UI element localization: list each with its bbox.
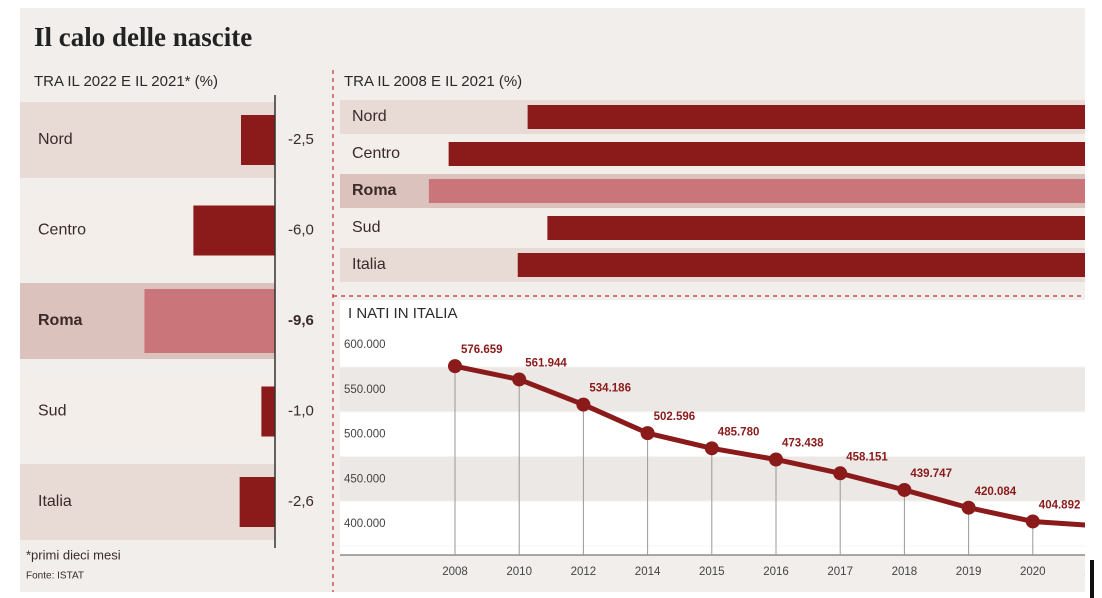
- category-label: Centro: [38, 222, 86, 239]
- grid-band: [340, 456, 1085, 502]
- point: [512, 372, 527, 387]
- bar: [241, 115, 275, 165]
- point: [704, 441, 719, 456]
- category-label: Italia: [38, 493, 72, 510]
- edge-mark: [1090, 560, 1094, 598]
- value-label: 458.151: [846, 451, 888, 463]
- point: [961, 500, 976, 515]
- category-label: Italia: [352, 256, 386, 273]
- y-tick-label: 600.000: [344, 339, 386, 351]
- point: [897, 482, 912, 497]
- value-label: -9,6: [288, 312, 314, 329]
- x-tick-label: 2018: [892, 566, 918, 578]
- value-label: 404.892: [1039, 499, 1081, 511]
- category-label: Sud: [352, 219, 380, 236]
- value-label: -2,6: [288, 493, 314, 510]
- x-tick-label: 2020: [1020, 566, 1046, 578]
- y-tick-label: 400.000: [344, 518, 386, 530]
- point: [833, 466, 848, 481]
- value-label: 439.747: [910, 468, 952, 480]
- chart-subtitle: TRA IL 2008 E IL 2021 (%): [344, 73, 522, 90]
- value-label: 473.438: [782, 438, 824, 450]
- bar: [144, 289, 275, 353]
- y-tick-label: 450.000: [344, 473, 386, 485]
- row-background: [20, 102, 275, 178]
- value-label: -6,0: [288, 221, 314, 238]
- bar: [428, 179, 1085, 203]
- chart-subtitle: I NATI IN ITALIA: [348, 305, 457, 322]
- bar: [261, 386, 275, 437]
- x-tick-label: 2019: [956, 566, 982, 578]
- footnote: *primi dieci mesi: [26, 547, 121, 562]
- value-label: -1,0: [288, 402, 314, 419]
- x-tick-label: 2021: [1084, 566, 1102, 578]
- x-tick-label: 2014: [635, 566, 661, 578]
- x-tick-label: 2012: [571, 566, 597, 578]
- x-tick-label: 2016: [763, 566, 789, 578]
- row-background: [20, 373, 275, 450]
- x-tick-label: 2010: [506, 566, 532, 578]
- category-label: Roma: [352, 182, 397, 199]
- grid-band: [340, 367, 1085, 412]
- value-label: 485.780: [718, 426, 760, 438]
- value-label: 576.659: [461, 344, 503, 356]
- y-tick-label: 550.000: [344, 384, 386, 396]
- value-label: 534.186: [589, 383, 631, 395]
- bar: [193, 205, 275, 256]
- bar: [527, 105, 1085, 129]
- point: [1090, 519, 1102, 533]
- x-tick-label: 2015: [699, 566, 725, 578]
- value-label: 420.084: [975, 486, 1017, 498]
- main-title: Il calo delle nascite: [34, 22, 252, 52]
- point: [640, 426, 655, 441]
- plot-background: [340, 300, 1085, 555]
- category-label: Roma: [38, 312, 83, 329]
- x-tick-label: 2017: [827, 566, 853, 578]
- value-label: 502.596: [654, 411, 696, 423]
- bar: [239, 477, 275, 527]
- point: [576, 397, 591, 412]
- row-background: [20, 464, 275, 540]
- bar: [547, 216, 1085, 240]
- y-tick-label: 500.000: [344, 429, 386, 441]
- point: [769, 452, 783, 467]
- source: Fonte: ISTAT: [26, 571, 84, 582]
- category-label: Centro: [352, 145, 400, 162]
- value-label: -2,5: [288, 131, 314, 148]
- bar: [517, 253, 1085, 277]
- charts: TRA IL 2022 E IL 2021* (%) Nord Centro Roma…: [20, 73, 1102, 578]
- category-label: Nord: [352, 108, 387, 125]
- bar: [448, 142, 1085, 166]
- x-tick-label: 2008: [442, 566, 468, 578]
- category-label: Nord: [38, 131, 73, 148]
- chart-subtitle: TRA IL 2022 E IL 2021* (%): [34, 73, 218, 90]
- point: [1025, 514, 1040, 529]
- value-label: 561.944: [525, 358, 567, 370]
- point: [448, 359, 462, 374]
- category-label: Sud: [38, 403, 66, 420]
